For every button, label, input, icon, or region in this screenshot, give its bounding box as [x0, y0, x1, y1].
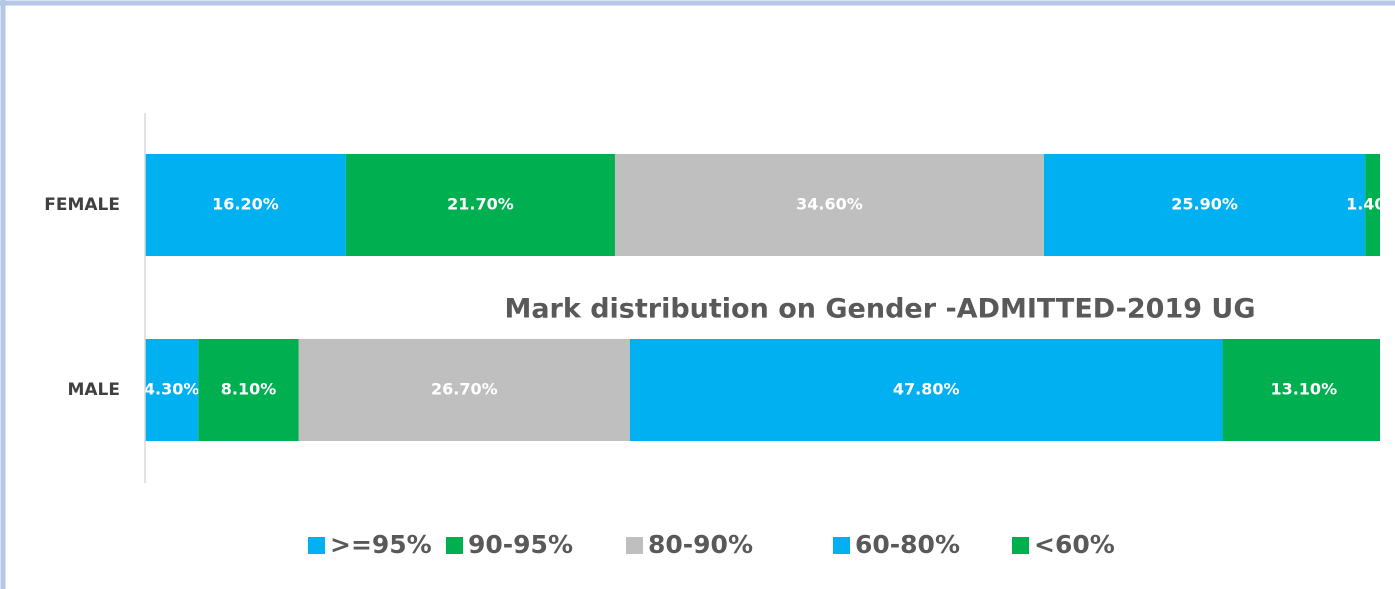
data-label: 1.40%: [1346, 195, 1395, 214]
legend-swatch: [446, 537, 463, 554]
legend-label: >=95%: [330, 530, 432, 559]
data-label: 25.90%: [1171, 195, 1238, 214]
bar-segment: [345, 154, 615, 256]
data-label: 16.20%: [212, 195, 279, 214]
bar-segment: [629, 339, 1223, 441]
legend-swatch: [1012, 537, 1029, 554]
data-label: 21.70%: [447, 195, 514, 214]
bar-segment: [145, 154, 346, 256]
plot: 16.20% 21.70% 34.60% 25.90% 1.40% 4.30% 8.10% 2…: [144, 154, 1395, 441]
bar-segment: [198, 339, 299, 441]
y-tick-label: MALE: [67, 380, 120, 400]
chart-title: Mark distribution on Gender -ADMITTED-20…: [504, 294, 1255, 325]
data-label: 13.10%: [1270, 380, 1337, 399]
legend: >=95% 90-95% 80-90% 60-80% <60%: [308, 530, 1115, 559]
legend-label: 60-80%: [855, 530, 960, 559]
legend-swatch: [833, 537, 850, 554]
y-tick-label: FEMALE: [44, 195, 120, 215]
bar-segment: [614, 154, 1044, 256]
bar-segment: [145, 339, 199, 441]
bar-segment: [1044, 154, 1366, 256]
legend-label: 90-95%: [468, 530, 573, 559]
data-label: 8.10%: [221, 380, 277, 399]
data-label: 34.60%: [796, 195, 863, 214]
bar-segment: [1365, 154, 1380, 256]
data-label: 26.70%: [431, 380, 498, 399]
legend-swatch: [626, 537, 643, 554]
legend-label: 80-90%: [648, 530, 753, 559]
data-label: 4.30%: [144, 380, 200, 399]
legend-label: <60%: [1034, 530, 1115, 559]
data-label: 47.80%: [893, 380, 960, 399]
bar-segment: [298, 339, 630, 441]
bar-segment: [1222, 339, 1380, 441]
legend-swatch: [308, 537, 325, 554]
